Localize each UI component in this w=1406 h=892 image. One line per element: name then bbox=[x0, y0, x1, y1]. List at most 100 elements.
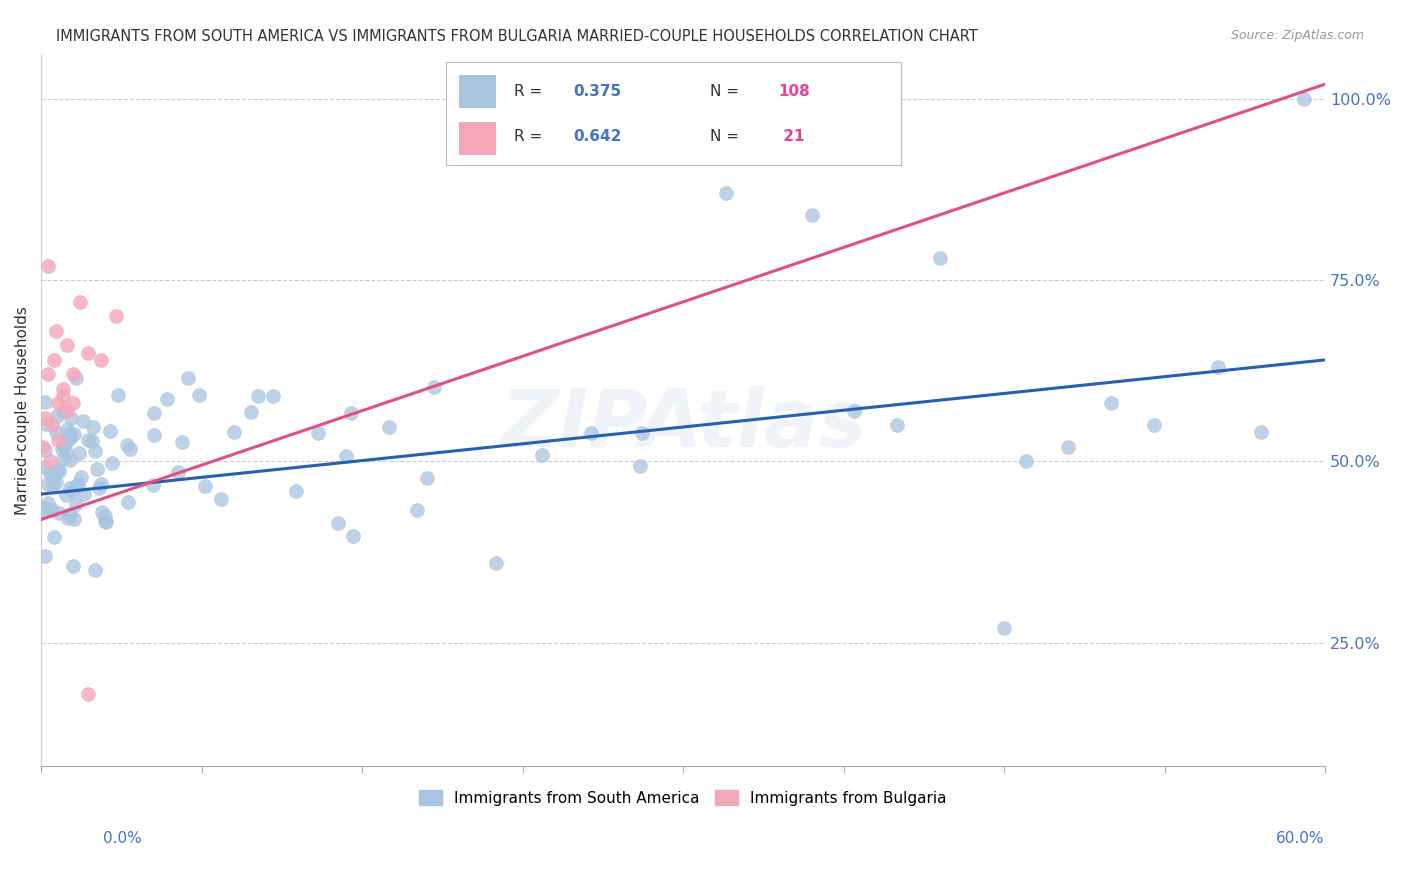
Point bbox=[51, 382, 73, 396]
Point bbox=[579, 426, 602, 441]
Point bbox=[107, 388, 129, 402]
Point bbox=[1292, 92, 1315, 106]
Point bbox=[800, 208, 823, 222]
Point bbox=[80, 434, 103, 448]
Point bbox=[42, 352, 65, 367]
Point bbox=[60, 411, 83, 425]
Point bbox=[1143, 418, 1166, 433]
Point bbox=[1014, 454, 1036, 468]
Point bbox=[142, 477, 165, 491]
Point bbox=[96, 515, 118, 529]
Point bbox=[38, 454, 60, 468]
Point bbox=[46, 433, 69, 447]
Point bbox=[247, 389, 270, 403]
Point bbox=[1057, 440, 1080, 454]
Point bbox=[72, 414, 94, 428]
Point bbox=[156, 392, 179, 406]
Text: IMMIGRANTS FROM SOUTH AMERICA VS IMMIGRANTS FROM BULGARIA MARRIED-COUPLE HOUSEHO: IMMIGRANTS FROM SOUTH AMERICA VS IMMIGRA… bbox=[56, 29, 979, 44]
Point bbox=[77, 687, 100, 701]
Point bbox=[209, 491, 232, 506]
Point bbox=[90, 352, 112, 367]
Point bbox=[34, 500, 56, 515]
Point bbox=[628, 459, 651, 474]
Point bbox=[194, 479, 217, 493]
Point bbox=[67, 445, 90, 459]
Point bbox=[65, 497, 87, 511]
Point bbox=[41, 418, 63, 433]
Point bbox=[98, 424, 121, 438]
Point bbox=[62, 396, 84, 410]
Text: 0.0%: 0.0% bbox=[103, 830, 142, 846]
Point bbox=[115, 438, 138, 452]
Point bbox=[32, 440, 55, 454]
Point bbox=[335, 450, 357, 464]
Point bbox=[262, 389, 284, 403]
Point bbox=[41, 471, 63, 485]
Point bbox=[90, 505, 112, 519]
Point bbox=[378, 420, 401, 434]
Point bbox=[34, 411, 56, 425]
Point bbox=[45, 475, 67, 489]
Point bbox=[284, 484, 307, 499]
Point bbox=[51, 442, 73, 457]
Point bbox=[65, 371, 87, 385]
Point bbox=[34, 417, 56, 431]
Point bbox=[58, 427, 80, 442]
Point bbox=[37, 476, 59, 491]
Point bbox=[56, 338, 79, 352]
Point bbox=[34, 459, 56, 474]
Point bbox=[34, 549, 56, 563]
Point bbox=[39, 466, 62, 480]
Point bbox=[844, 403, 866, 417]
Point bbox=[307, 426, 329, 441]
Point bbox=[69, 294, 91, 309]
Text: 60.0%: 60.0% bbox=[1277, 830, 1324, 846]
Point bbox=[416, 471, 439, 485]
Point bbox=[52, 439, 75, 453]
Point bbox=[1099, 396, 1122, 410]
Point bbox=[55, 445, 77, 459]
Point bbox=[77, 345, 100, 359]
Point bbox=[405, 502, 427, 516]
Point bbox=[58, 508, 80, 522]
Point bbox=[172, 434, 194, 449]
Point bbox=[56, 434, 79, 448]
Text: Source: ZipAtlas.com: Source: ZipAtlas.com bbox=[1230, 29, 1364, 42]
Point bbox=[117, 495, 139, 509]
Point bbox=[37, 368, 59, 382]
Point bbox=[34, 443, 56, 458]
Point bbox=[45, 425, 67, 439]
Point bbox=[51, 404, 73, 418]
Point bbox=[84, 444, 107, 458]
Point bbox=[73, 486, 96, 500]
Point bbox=[222, 425, 245, 440]
Point bbox=[240, 405, 263, 419]
Point bbox=[52, 438, 75, 452]
Point bbox=[143, 406, 166, 420]
Point bbox=[59, 453, 82, 467]
Point bbox=[77, 434, 100, 448]
Point bbox=[48, 464, 70, 478]
Point bbox=[62, 368, 84, 382]
Point bbox=[342, 529, 364, 543]
Point bbox=[48, 506, 70, 520]
Point bbox=[93, 514, 115, 528]
Point bbox=[37, 259, 59, 273]
Point bbox=[630, 426, 652, 441]
Point bbox=[886, 418, 908, 433]
Point bbox=[42, 478, 65, 492]
Point bbox=[66, 476, 89, 491]
Point bbox=[55, 488, 77, 502]
Point bbox=[62, 558, 84, 573]
Point bbox=[56, 421, 79, 435]
Y-axis label: Married-couple Households: Married-couple Households bbox=[15, 306, 30, 515]
Legend: Immigrants from South America, Immigrants from Bulgaria: Immigrants from South America, Immigrant… bbox=[413, 784, 953, 812]
Point bbox=[46, 396, 69, 410]
Point bbox=[105, 310, 128, 324]
Point bbox=[339, 406, 361, 420]
Point bbox=[46, 409, 69, 423]
Point bbox=[166, 465, 188, 479]
Text: ZIPAtlas: ZIPAtlas bbox=[501, 386, 866, 464]
Point bbox=[83, 563, 105, 577]
Point bbox=[62, 427, 84, 442]
